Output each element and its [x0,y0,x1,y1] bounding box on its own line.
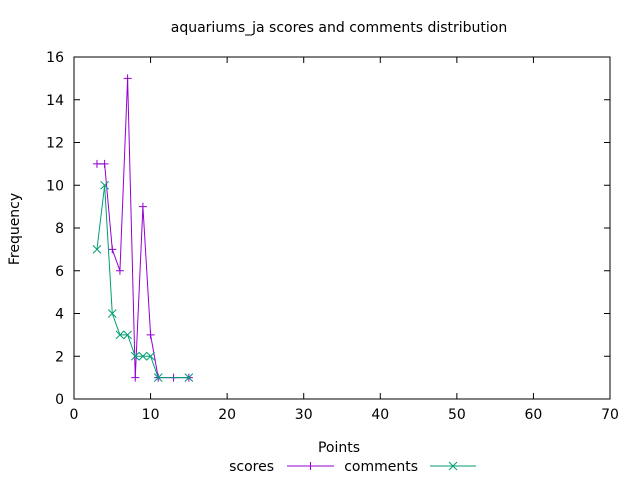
data-point-comments [100,180,109,190]
point-marker [130,351,140,361]
point-marker [92,245,102,254]
data-point-scores [138,202,147,211]
y-tick-label: 16 [46,50,64,66]
point-marker [138,351,148,361]
series-layer [92,74,194,382]
data-point-comments [184,373,194,382]
series-comments [92,180,194,382]
x-tick-label: 30 [295,407,313,423]
data-point-comments [138,351,148,361]
data-point-comments [130,351,140,361]
legend-label: scores [229,459,274,475]
point-marker [153,373,163,382]
data-point-comments [123,330,132,340]
y-tick-label: 12 [46,136,64,152]
chart-title: aquariums_ja scores and comments distrib… [171,20,507,36]
legend-entry-scores: scores [229,459,334,475]
data-point-comments [146,351,155,361]
point-marker [107,309,117,318]
y-tick-label: 4 [55,307,64,323]
series-scores [92,74,193,382]
data-point-comments [92,245,102,254]
y-tick-label: 6 [55,264,64,280]
data-point-scores [146,330,155,339]
data-point-scores [131,373,140,382]
y-axis-label: Frequency [7,193,23,265]
y-tick-label: 2 [55,349,64,365]
axes: 0 10 20 30 40 50 60 70 0 2 4 6 8 10 12 14 16 [46,50,619,423]
plot-border [73,56,611,400]
point-marker [115,330,125,340]
data-point-scores [100,159,109,168]
data-point-scores [115,266,124,275]
point-marker [146,351,155,361]
y-tick-label: 0 [55,392,64,408]
x-tick-label: 70 [601,407,619,423]
x-tick-label: 10 [142,407,160,423]
legend-entry-comments: comments [344,459,476,475]
point-marker [100,180,109,190]
point-marker [123,330,132,340]
x-tick-label: 50 [448,407,466,423]
data-point-scores [92,159,101,168]
x-tick-label: 60 [525,407,543,423]
y-tick-label: 8 [55,221,64,237]
data-point-comments [153,373,163,382]
data-point-scores [108,245,117,254]
x-tick-label: 0 [70,407,79,423]
y-tick-label: 10 [46,178,64,194]
series-line-scores [96,78,189,379]
series-line-comments [96,185,189,379]
x-tick-label: 20 [218,407,236,423]
legend-label: comments [344,459,418,475]
point-marker [184,373,194,382]
x-tick-label: 40 [371,407,389,423]
x-axis-label: Points [318,440,360,456]
data-point-comments [107,309,117,318]
legend-marker [448,461,458,471]
data-point-comments [115,330,125,340]
legend: scores comments [229,459,476,475]
y-tick-label: 14 [46,93,64,109]
data-point-scores [123,74,132,83]
